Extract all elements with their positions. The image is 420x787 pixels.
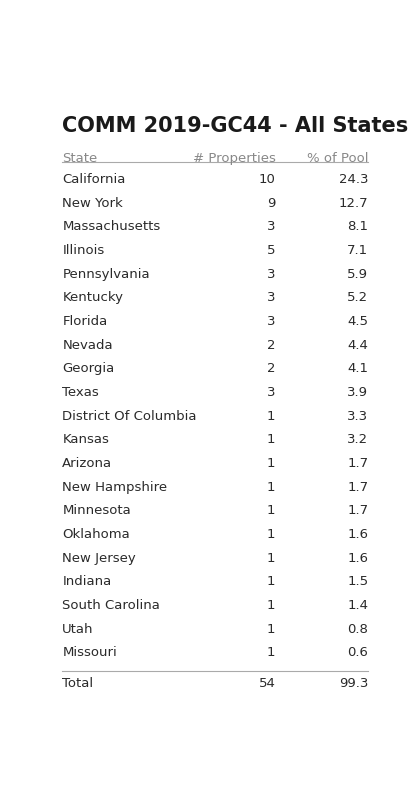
Text: 1: 1 — [267, 481, 276, 493]
Text: New York: New York — [62, 197, 123, 209]
Text: 4.4: 4.4 — [347, 338, 368, 352]
Text: 2: 2 — [267, 338, 276, 352]
Text: 1: 1 — [267, 504, 276, 517]
Text: COMM 2019-GC44 - All States: COMM 2019-GC44 - All States — [62, 116, 409, 135]
Text: 5.2: 5.2 — [347, 291, 368, 305]
Text: 1: 1 — [267, 457, 276, 470]
Text: 8.1: 8.1 — [347, 220, 368, 233]
Text: 5.9: 5.9 — [347, 268, 368, 280]
Text: 1.5: 1.5 — [347, 575, 368, 589]
Text: 3.9: 3.9 — [347, 386, 368, 399]
Text: Kansas: Kansas — [62, 434, 109, 446]
Text: 5: 5 — [267, 244, 276, 257]
Text: 3: 3 — [267, 220, 276, 233]
Text: Nevada: Nevada — [62, 338, 113, 352]
Text: 1: 1 — [267, 623, 276, 636]
Text: 3: 3 — [267, 291, 276, 305]
Text: 1: 1 — [267, 646, 276, 660]
Text: Arizona: Arizona — [62, 457, 113, 470]
Text: 1.4: 1.4 — [347, 599, 368, 612]
Text: Minnesota: Minnesota — [62, 504, 131, 517]
Text: 3.3: 3.3 — [347, 409, 368, 423]
Text: 1.7: 1.7 — [347, 481, 368, 493]
Text: 3: 3 — [267, 268, 276, 280]
Text: Pennsylvania: Pennsylvania — [62, 268, 150, 280]
Text: 1.7: 1.7 — [347, 457, 368, 470]
Text: 3: 3 — [267, 315, 276, 328]
Text: 1: 1 — [267, 409, 276, 423]
Text: 1: 1 — [267, 434, 276, 446]
Text: 0.8: 0.8 — [347, 623, 368, 636]
Text: 1.7: 1.7 — [347, 504, 368, 517]
Text: 3: 3 — [267, 386, 276, 399]
Text: # Properties: # Properties — [193, 152, 276, 165]
Text: 7.1: 7.1 — [347, 244, 368, 257]
Text: Oklahoma: Oklahoma — [62, 528, 130, 541]
Text: 1: 1 — [267, 599, 276, 612]
Text: 4.1: 4.1 — [347, 362, 368, 375]
Text: Georgia: Georgia — [62, 362, 115, 375]
Text: 54: 54 — [259, 677, 276, 690]
Text: 9: 9 — [267, 197, 276, 209]
Text: Kentucky: Kentucky — [62, 291, 123, 305]
Text: District Of Columbia: District Of Columbia — [62, 409, 197, 423]
Text: Utah: Utah — [62, 623, 94, 636]
Text: Total: Total — [62, 677, 93, 690]
Text: Missouri: Missouri — [62, 646, 117, 660]
Text: 24.3: 24.3 — [339, 173, 368, 186]
Text: 1: 1 — [267, 575, 276, 589]
Text: Texas: Texas — [62, 386, 99, 399]
Text: New Jersey: New Jersey — [62, 552, 136, 564]
Text: Florida: Florida — [62, 315, 108, 328]
Text: 1: 1 — [267, 528, 276, 541]
Text: Indiana: Indiana — [62, 575, 112, 589]
Text: 1: 1 — [267, 552, 276, 564]
Text: California: California — [62, 173, 126, 186]
Text: New Hampshire: New Hampshire — [62, 481, 168, 493]
Text: 2: 2 — [267, 362, 276, 375]
Text: Massachusetts: Massachusetts — [62, 220, 160, 233]
Text: South Carolina: South Carolina — [62, 599, 160, 612]
Text: 99.3: 99.3 — [339, 677, 368, 690]
Text: 1.6: 1.6 — [347, 552, 368, 564]
Text: 12.7: 12.7 — [339, 197, 368, 209]
Text: 1.6: 1.6 — [347, 528, 368, 541]
Text: 4.5: 4.5 — [347, 315, 368, 328]
Text: State: State — [62, 152, 97, 165]
Text: Illinois: Illinois — [62, 244, 105, 257]
Text: 10: 10 — [259, 173, 276, 186]
Text: 3.2: 3.2 — [347, 434, 368, 446]
Text: % of Pool: % of Pool — [307, 152, 368, 165]
Text: 0.6: 0.6 — [347, 646, 368, 660]
